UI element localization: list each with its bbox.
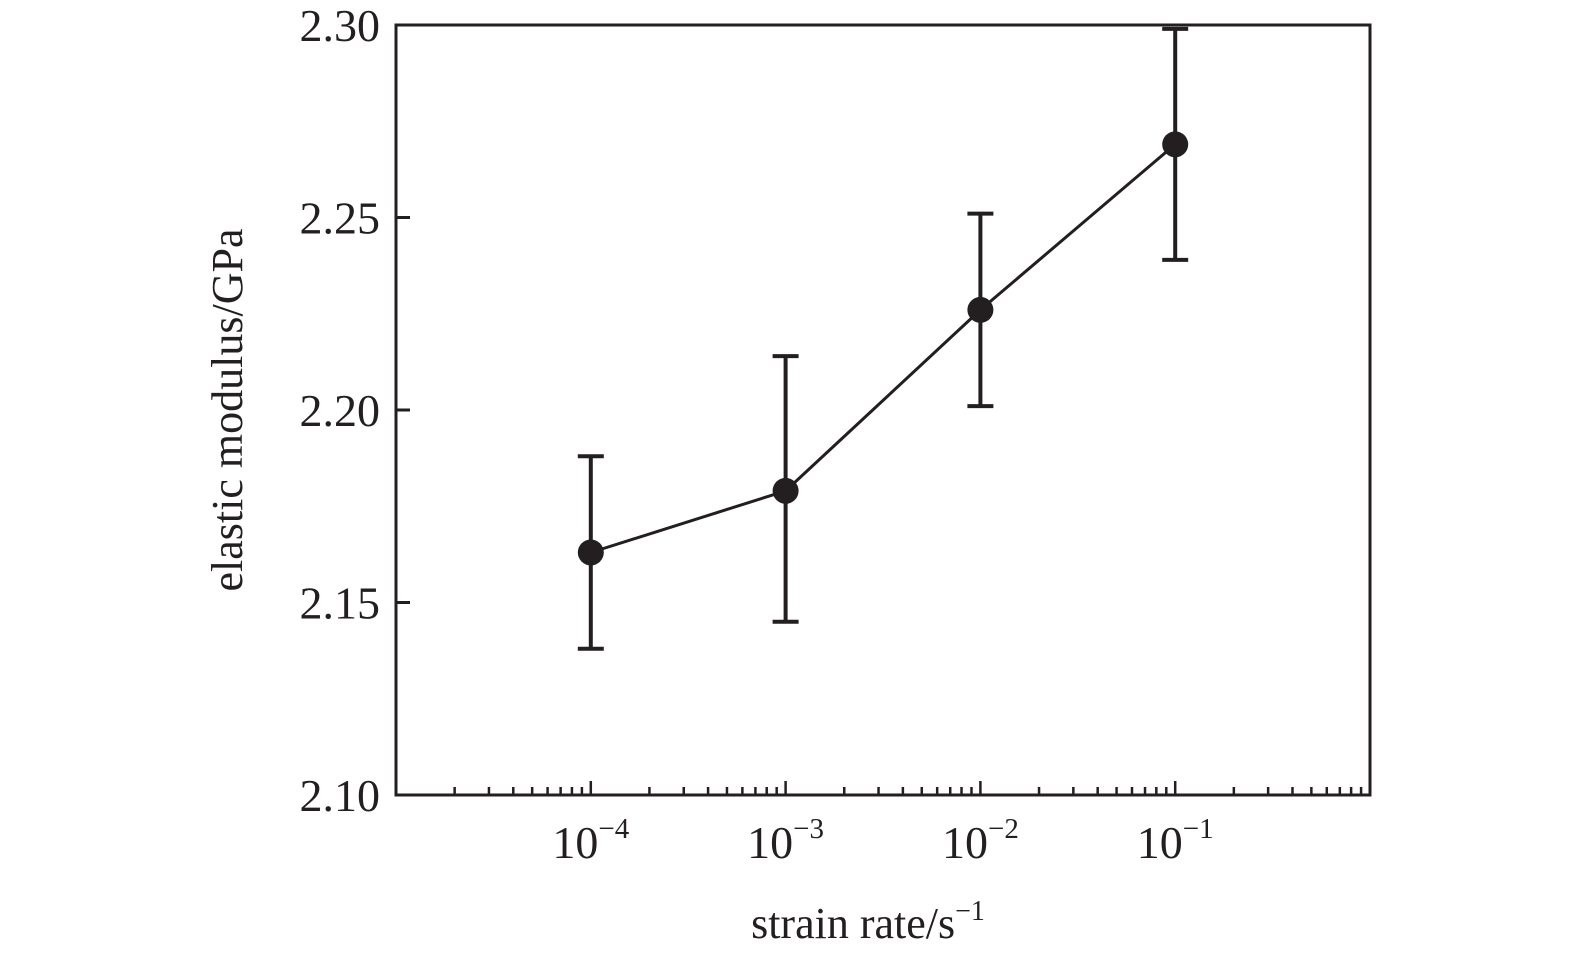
x-tick-label: 10−3	[747, 813, 824, 868]
x-tick-label: 10−2	[942, 813, 1019, 868]
x-axis-title: strain rate/s−1	[751, 896, 985, 948]
data-point	[772, 477, 799, 504]
series-line	[590, 143, 1177, 554]
x-tick-label: 10−1	[1137, 813, 1214, 868]
y-tick-label: 2.25	[300, 193, 381, 244]
y-tick-label: 2.10	[300, 770, 381, 821]
data-point	[967, 296, 994, 323]
plot-frame	[394, 23, 1372, 797]
y-axis-title: elastic modulus/GPa	[203, 229, 252, 592]
data-point	[1162, 131, 1189, 158]
x-tick-label: 10−4	[552, 813, 629, 868]
y-tick-label: 2.20	[300, 385, 381, 436]
y-tick-label: 2.15	[300, 578, 381, 629]
x-axis-title-base: strain rate/s	[751, 899, 955, 948]
data-point	[577, 539, 604, 566]
x-axis-title-exp: −1	[955, 896, 985, 927]
y-tick-label: 2.30	[300, 0, 381, 51]
